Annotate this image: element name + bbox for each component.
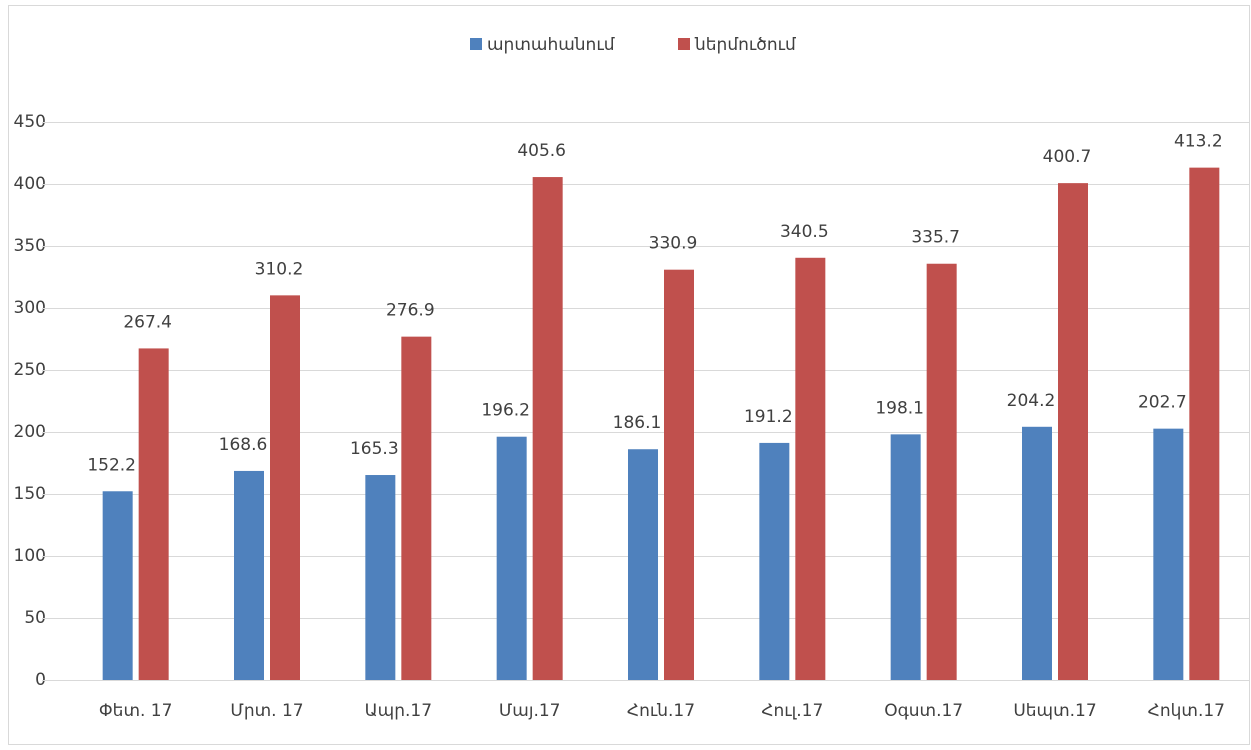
data-label: 276.9 <box>386 301 435 321</box>
data-label: 400.7 <box>1043 147 1092 167</box>
y-tick-label: 300 <box>14 298 46 318</box>
y-tick-label: 100 <box>14 546 46 566</box>
bar <box>496 436 527 680</box>
bar <box>1189 167 1220 680</box>
y-tick-label: 0 <box>35 670 46 690</box>
legend-label: արտահանում <box>487 35 615 55</box>
bar <box>532 177 563 680</box>
legend-label: ներմուծում <box>694 35 796 55</box>
bar <box>1058 183 1088 680</box>
data-label: 310.2 <box>255 259 304 279</box>
bar <box>664 269 694 680</box>
x-tick-label: Հուլ.17 <box>761 701 823 721</box>
x-tick-label: Մայ.17 <box>499 701 561 721</box>
bar <box>270 295 300 680</box>
x-tick-label: Մրտ. 17 <box>230 701 303 721</box>
y-tick-label: 150 <box>14 484 46 504</box>
bar <box>759 442 790 680</box>
data-label: 405.6 <box>517 141 566 161</box>
bar <box>102 491 133 680</box>
bar <box>138 348 169 680</box>
data-label: 168.6 <box>219 435 268 455</box>
y-tick-label: 350 <box>14 236 46 256</box>
bar <box>628 449 658 680</box>
bar <box>926 263 957 680</box>
data-label: 413.2 <box>1174 132 1223 152</box>
data-label: 335.7 <box>911 228 960 248</box>
data-label: 152.2 <box>87 455 136 475</box>
bar <box>890 434 921 680</box>
bar <box>1022 426 1052 680</box>
x-tick-label: Օգստ.17 <box>884 701 963 721</box>
x-tick-label: Հոկտ.17 <box>1148 701 1225 721</box>
legend-swatch <box>678 38 690 50</box>
y-tick-label: 450 <box>14 112 46 132</box>
y-tick-label: 50 <box>24 608 46 628</box>
data-label: 186.1 <box>613 413 662 433</box>
x-tick-label: Հուն.17 <box>627 701 695 721</box>
x-tick-label: Փետ. 17 <box>99 701 173 721</box>
data-label: 196.2 <box>481 401 530 421</box>
bar <box>401 336 432 680</box>
legend-swatch <box>470 38 482 50</box>
data-label: 204.2 <box>1007 391 1056 411</box>
data-label: 202.7 <box>1138 393 1187 413</box>
data-label: 198.1 <box>875 398 924 418</box>
x-tick-label: Սեպտ.17 <box>1013 701 1096 721</box>
y-tick-label: 200 <box>14 422 46 442</box>
data-label: 165.3 <box>350 439 399 459</box>
x-tick-label: Ապր.17 <box>365 701 432 721</box>
data-label: 267.4 <box>123 312 172 332</box>
data-label: 191.2 <box>744 407 793 427</box>
y-tick-label: 250 <box>14 360 46 380</box>
bar <box>1153 428 1184 680</box>
y-tick-label: 400 <box>14 174 46 194</box>
bar <box>234 470 264 680</box>
data-label: 330.9 <box>649 234 698 254</box>
bar <box>365 475 396 680</box>
data-label: 340.5 <box>780 222 829 242</box>
bar <box>795 257 826 680</box>
